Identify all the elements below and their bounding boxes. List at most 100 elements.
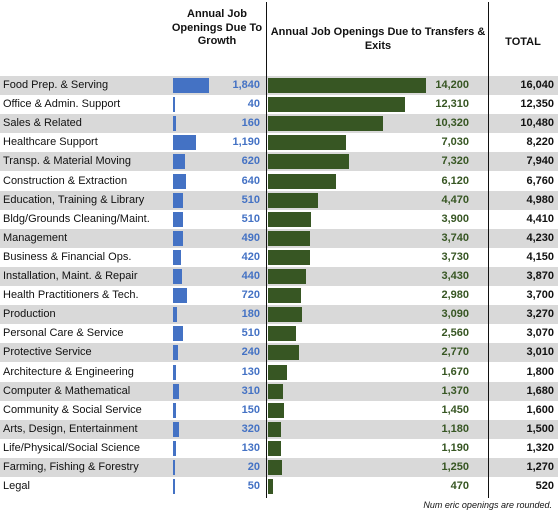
growth-bar [173,97,175,113]
occupation-label: Management [3,231,68,244]
growth-bar [173,135,197,151]
total-value-label: 6,760 [526,174,554,187]
total-value-label: 10,480 [520,117,554,130]
growth-value-label: 620 [241,155,260,168]
growth-value-label: 720 [241,289,260,302]
column-divider-left [266,2,267,498]
transfers-value-label: 3,090 [441,308,469,321]
growth-value-label: 320 [241,422,260,435]
transfers-bar [268,135,347,151]
transfers-bar [268,249,310,265]
growth-bar [173,269,182,284]
total-value-label: 1,600 [526,403,554,416]
occupation-label: Farming, Fishing & Forestry [3,461,139,473]
transfers-value-label: 2,770 [441,346,469,359]
growth-bar [173,249,182,265]
growth-bar [173,345,178,361]
growth-value-label: 20 [247,461,260,473]
growth-bar [173,192,183,208]
growth-bar [173,326,183,342]
growth-bar [173,364,176,380]
total-value-label: 3,270 [526,308,554,321]
transfers-bar [268,460,282,475]
transfers-bar [268,78,426,93]
total-value-label: 1,800 [526,365,554,378]
total-value-label: 3,700 [526,289,554,302]
growth-value-label: 180 [241,308,260,321]
chart-row: Farming, Fishing & Forestry 20 1,250 1,270 [0,458,558,477]
growth-bar [173,154,186,170]
growth-value-label: 420 [241,250,260,263]
chart-row: Construction & Extraction 640 6,120 6,760 [0,172,558,191]
chart-row: Personal Care & Service 510 2,560 3,070 [0,324,558,343]
transfers-bar [268,364,287,380]
occupation-label: Personal Care & Service [3,327,124,340]
growth-bar [173,211,183,227]
chart-row: Community & Social Service 150 1,450 1,600 [0,401,558,420]
occupation-label: Construction & Extraction [3,174,128,187]
total-value-label: 3,070 [526,327,554,340]
total-value-label: 3,870 [526,270,554,282]
transfers-value-label: 7,320 [441,155,469,168]
total-value-label: 4,410 [526,212,554,225]
growth-value-label: 640 [241,174,260,187]
occupation-label: Business & Financial Ops. [3,250,132,263]
growth-value-label: 1,840 [232,79,260,91]
chart-row: Production 180 3,090 3,270 [0,305,558,325]
transfers-value-label: 4,470 [441,193,469,206]
occupation-label: Health Practitioners & Tech. [3,289,139,302]
transfers-bar [268,154,350,170]
occupation-label: Community & Social Service [3,403,142,416]
chart-row: Business & Financial Ops. 420 3,730 4,150 [0,248,558,267]
transfers-bar [268,421,282,437]
occupation-label: Transp. & Material Moving [3,155,131,168]
chart-row: Installation, Maint. & Repair 440 3,430 3,8… [0,267,558,286]
occupation-label: Legal [3,480,30,493]
growth-value-label: 240 [241,346,260,359]
total-value-label: 4,230 [526,231,554,244]
chart-row: Architecture & Engineering 130 1,670 1,800 [0,363,558,382]
transfers-value-label: 7,030 [441,136,469,149]
transfers-value-label: 2,560 [441,327,469,340]
footnote: Num eric openings are rounded. [423,500,552,510]
total-value-label: 520 [535,480,554,493]
occupation-label: Installation, Maint. & Repair [3,270,138,282]
growth-bar [173,116,177,132]
growth-bar [173,383,180,399]
transfers-value-label: 1,180 [441,422,469,435]
growth-value-label: 130 [241,365,260,378]
occupation-label: Healthcare Support [3,136,98,149]
total-value-label: 1,680 [526,384,554,397]
chart-row: Transp. & Material Moving 620 7,320 7,940 [0,152,558,172]
occupation-label: Food Prep. & Serving [3,79,109,91]
growth-bar [173,421,180,437]
chart-row: Life/Physical/Social Science 130 1,190 1,32… [0,439,558,458]
occupation-label: Computer & Mathematical [3,384,131,397]
transfers-bar [268,173,337,189]
transfers-value-label: 6,120 [441,174,469,187]
chart-row: Arts, Design, Entertainment 320 1,180 1,500 [0,419,558,439]
transfers-value-label: 3,430 [441,270,469,282]
growth-bar [173,78,209,93]
growth-value-label: 510 [241,327,260,340]
transfers-bar [268,383,284,399]
occupation-label: Life/Physical/Social Science [3,441,140,454]
growth-value-label: 160 [241,117,260,130]
growth-bar [173,230,183,246]
growth-value-label: 440 [241,270,260,282]
growth-bar [173,173,186,189]
growth-bar [173,288,188,304]
chart-row: Protective Service 240 2,770 3,010 [0,343,558,363]
chart-row: Office & Admin. Support 40 12,310 12,350 [0,95,558,114]
transfers-value-label: 1,250 [441,461,469,473]
chart-row: Healthcare Support 1,190 7,030 8,220 [0,133,558,152]
column-divider-right [488,2,489,498]
growth-value-label: 50 [247,480,260,493]
chart-row: Bldg/Grounds Cleaning/Maint. 510 3,900 4,41… [0,210,558,229]
total-value-label: 4,150 [526,250,554,263]
transfers-value-label: 1,670 [441,365,469,378]
total-value-label: 1,500 [526,422,554,435]
chart-row: Computer & Mathematical 310 1,370 1,680 [0,381,558,401]
transfers-bar [268,211,312,227]
growth-value-label: 510 [241,193,260,206]
